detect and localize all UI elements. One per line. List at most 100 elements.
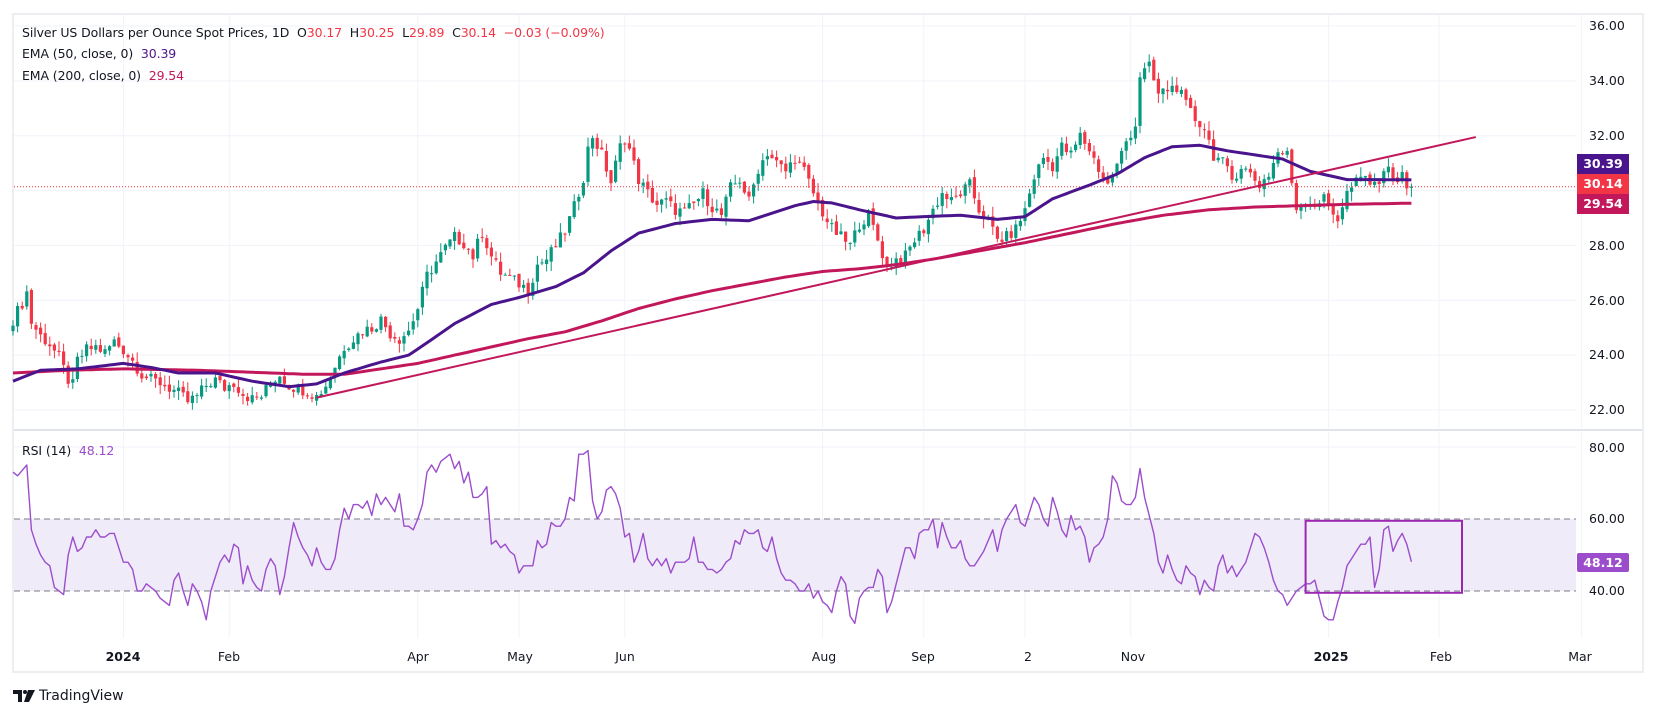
candle-up — [351, 342, 355, 349]
candle-down — [1106, 178, 1110, 184]
candle-down — [144, 376, 148, 379]
candle-up — [618, 143, 622, 162]
tradingview-logo[interactable]: TradingView — [13, 688, 124, 704]
time-label: May — [507, 649, 533, 664]
candle-up — [333, 367, 337, 378]
candle-up — [259, 397, 263, 399]
candle-down — [899, 258, 903, 263]
candle-up — [1060, 142, 1064, 156]
candle-up — [765, 156, 769, 160]
candle-down — [1207, 130, 1211, 140]
candle-down — [499, 261, 503, 275]
candle-up — [1170, 85, 1174, 93]
candle-up — [940, 193, 944, 206]
candle-down — [1087, 143, 1091, 152]
time-label: Sep — [911, 649, 935, 664]
candle-down — [779, 160, 783, 165]
candle-up — [347, 348, 351, 350]
candle-down — [775, 157, 779, 161]
candle-up — [949, 196, 953, 201]
candle-up — [572, 201, 576, 218]
candle-down — [20, 305, 24, 309]
candle-up — [16, 306, 20, 327]
candle-down — [655, 200, 659, 206]
time-label: 2025 — [1313, 649, 1349, 664]
candle-up — [94, 345, 98, 350]
candle-up — [71, 379, 75, 383]
candle-down — [34, 325, 38, 330]
candle-up — [264, 384, 268, 397]
ema50-label: EMA (50, close, 0) — [22, 46, 134, 61]
candle-down — [1294, 183, 1298, 211]
candle-down — [163, 384, 167, 387]
candle-down — [1225, 158, 1229, 167]
candle-up — [696, 199, 700, 202]
candle-up — [1041, 157, 1045, 165]
rsi-legend[interactable]: RSI (14) 48.12 — [22, 443, 114, 458]
candle-up — [1244, 168, 1248, 170]
candle-down — [991, 216, 995, 227]
candle-down — [517, 273, 521, 288]
symbol-title[interactable]: Silver US Dollars per Ounce Spot Prices,… — [22, 25, 290, 40]
candle-down — [1097, 159, 1101, 172]
candle-down — [1051, 162, 1055, 172]
candle-down — [770, 154, 774, 159]
candle-up — [531, 282, 535, 296]
candle-up — [936, 205, 940, 207]
candle-down — [131, 357, 135, 361]
ema200-legend[interactable]: EMA (200, close, 0) 29.54 — [22, 68, 184, 83]
candle-up — [227, 385, 231, 392]
time-label: Nov — [1120, 649, 1146, 664]
candle-down — [719, 208, 723, 215]
candle-up — [1340, 207, 1344, 220]
time-label: 2 — [1024, 649, 1032, 664]
candle-down — [471, 249, 475, 260]
chart-frame — [12, 13, 1644, 673]
candle-up — [177, 387, 181, 392]
candle-up — [1216, 157, 1220, 161]
candle-down — [1331, 204, 1335, 215]
high-label: H — [349, 25, 360, 40]
candle-down — [301, 384, 305, 396]
candle-up — [867, 210, 871, 227]
candle-up — [1133, 126, 1137, 139]
candle-down — [784, 163, 788, 172]
candle-up — [1239, 168, 1243, 179]
candle-up — [926, 219, 930, 235]
candle-up — [1014, 224, 1018, 238]
candle-up — [917, 230, 921, 241]
candle-up — [328, 377, 332, 389]
candle-up — [913, 242, 917, 248]
candle-down — [1175, 85, 1179, 92]
candle-up — [1124, 141, 1128, 151]
candle-down — [1253, 171, 1257, 181]
candle-up — [581, 183, 585, 196]
candle-down — [632, 147, 636, 161]
candle-up — [11, 325, 15, 332]
candle-up — [1322, 194, 1326, 202]
candle-down — [604, 151, 608, 172]
candle-up — [724, 196, 728, 217]
candle-up — [324, 386, 328, 394]
candle-down — [798, 161, 802, 163]
rsi-tick: 40.00 — [1589, 583, 1625, 598]
candle-up — [1078, 132, 1082, 146]
candle-down — [811, 178, 815, 194]
candle-down — [218, 376, 222, 381]
candle-down — [706, 189, 710, 207]
candle-up — [752, 184, 756, 197]
candle-up — [577, 196, 581, 202]
ema50-legend[interactable]: EMA (50, close, 0) 30.39 — [22, 46, 176, 61]
candle-up — [853, 230, 857, 243]
candle-down — [466, 248, 470, 250]
candle-down — [241, 393, 245, 396]
ema50-line — [12, 143, 1412, 389]
candle-down — [637, 159, 641, 184]
candle-up — [278, 376, 282, 384]
ema50-value: 30.39 — [140, 46, 177, 61]
rsi-label: RSI (14) — [22, 443, 72, 458]
candle-up — [729, 182, 733, 197]
candle-down — [457, 231, 461, 245]
time-label: Feb — [217, 649, 241, 664]
